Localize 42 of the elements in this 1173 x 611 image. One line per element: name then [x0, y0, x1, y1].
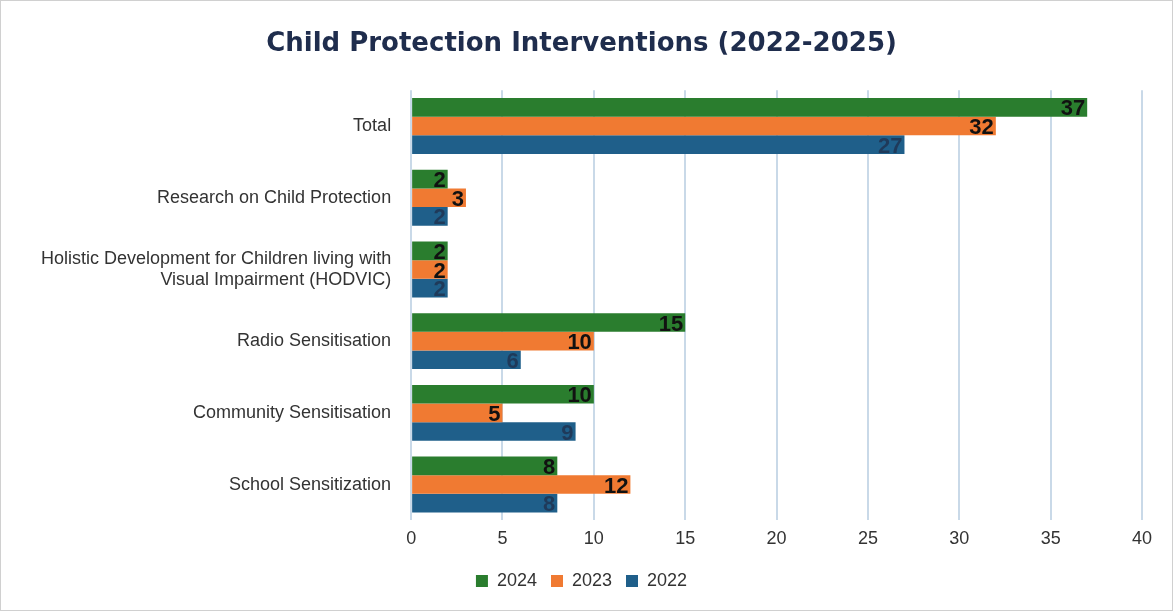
data-label: 2 [433, 167, 446, 193]
data-label: 8 [543, 453, 556, 479]
bar [412, 384, 594, 404]
bar [412, 456, 558, 476]
bar [412, 188, 466, 208]
bar [412, 331, 594, 351]
legend-label: 2024 [496, 569, 537, 590]
bar [412, 313, 686, 332]
x-tick-label: 40 [1131, 528, 1153, 549]
data-label: 2 [433, 238, 446, 264]
x-tick-label: 25 [857, 528, 878, 549]
legend-label: 2023 [571, 569, 613, 590]
data-label: 10 [567, 329, 592, 355]
data-label: 37 [1060, 95, 1086, 121]
y-tick-label: Radio Sensitisation [237, 330, 392, 351]
bar [412, 475, 631, 494]
chart-title: Child Protection Interventions (2022-2025) [266, 27, 897, 58]
x-tick-label: 35 [1040, 528, 1061, 549]
bar [412, 116, 996, 136]
bar [412, 350, 521, 370]
x-tick-label: 15 [675, 528, 696, 549]
bar [412, 135, 905, 155]
y-tick-label: Community Sensitisation [193, 401, 392, 422]
x-tick-label: 30 [949, 528, 970, 549]
data-label: 12 [603, 472, 629, 498]
y-tick-label: Holistic Development for Children living with Visual Impairment (HODVIC) [41, 247, 392, 290]
bar [412, 98, 1088, 117]
data-label: 3 [451, 185, 464, 211]
data-label: 5 [488, 400, 501, 426]
y-tick-label: School Sensitization [229, 473, 392, 494]
x-tick-label: 0 [406, 528, 417, 549]
bar [412, 493, 558, 513]
data-label: 32 [969, 114, 994, 140]
y-tick-label: Total [353, 115, 392, 136]
x-tick-label: 20 [766, 528, 787, 549]
bar [412, 422, 576, 441]
x-tick-label: 5 [497, 528, 508, 549]
data-label: 15 [658, 310, 684, 336]
legend-label: 2022 [647, 569, 688, 590]
y-tick-label: Research on Child Protection [157, 186, 392, 207]
data-label: 10 [567, 382, 592, 408]
x-tick-label: 10 [583, 528, 604, 549]
